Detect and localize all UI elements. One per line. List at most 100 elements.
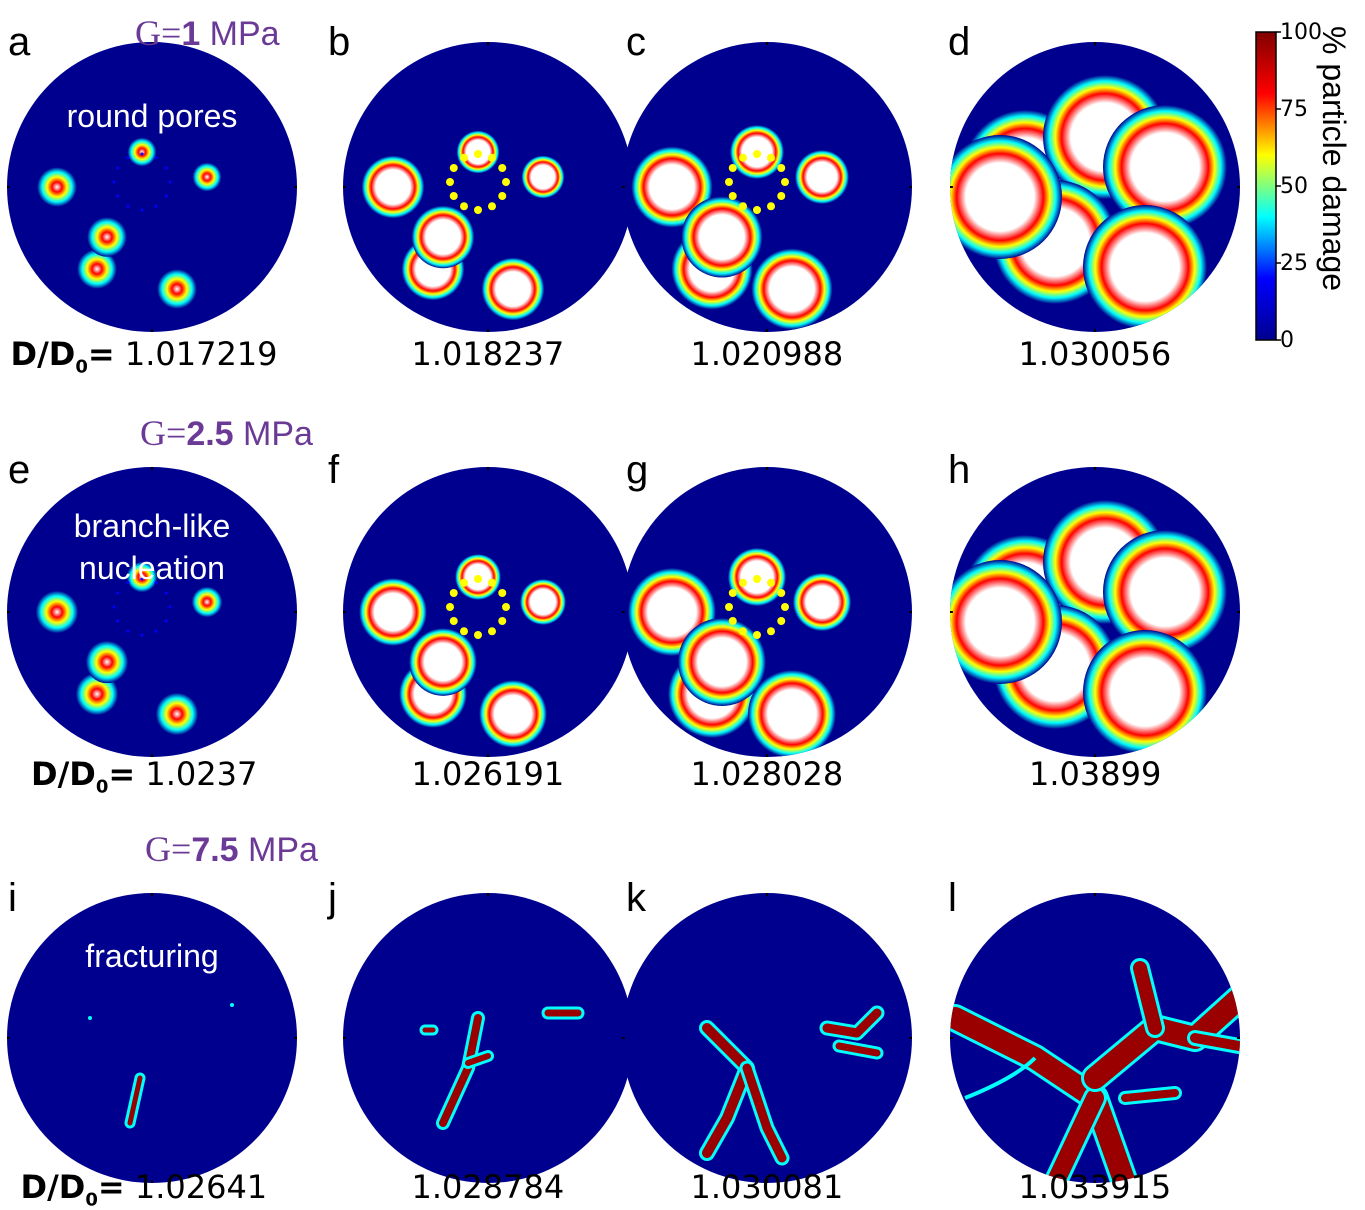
ratio-number: 1.018237 [411, 335, 565, 373]
pore-dot [140, 577, 144, 581]
ratio-label: D/D0= [20, 1168, 125, 1210]
damage-region [751, 248, 833, 330]
colorbar-title: % particle damage [1316, 26, 1352, 292]
panel-letter-b: b [328, 20, 351, 64]
ratio-value-j: 1.028784 [412, 1168, 565, 1206]
pore-dot [498, 164, 507, 172]
fracture-line [127, 1075, 143, 1126]
ratio-value-c: 1.020988 [691, 335, 844, 373]
damage-region [359, 578, 427, 646]
pore-dot [474, 575, 482, 583]
disc-f [343, 467, 633, 757]
ratio-number: 1.033915 [1018, 1168, 1172, 1206]
panel-letter-h: h [948, 448, 971, 492]
damage-region [748, 670, 836, 757]
pore-dot [498, 192, 507, 200]
pore-dot [474, 150, 482, 158]
ratio-number: 1.026191 [411, 755, 565, 793]
disc-i [7, 893, 297, 1183]
pore-dot [116, 166, 120, 170]
pore-dot [781, 178, 789, 186]
panel-letter-a: a [8, 20, 31, 64]
pore-dot [725, 603, 733, 611]
damage-region [85, 640, 129, 684]
damage-region [87, 217, 127, 257]
ratio-value-l: 1.033915 [1019, 1168, 1172, 1206]
pore-dot [164, 619, 168, 623]
g-unit: MPa [233, 415, 313, 453]
ratio-value-e: D/D0= 1.0237 [31, 755, 257, 797]
ratio-number: 1.020988 [690, 335, 844, 373]
g-title: G=7.5 MPa [145, 828, 318, 870]
ratio-label: D/D0= [10, 335, 115, 378]
panel-letter-i: i [8, 876, 17, 920]
pore-dot [502, 178, 510, 186]
damage-region [1103, 530, 1227, 654]
pore-dot [767, 202, 775, 211]
damage-region [411, 205, 475, 269]
panel-letter-j: j [328, 876, 337, 920]
pore-dot [739, 578, 747, 587]
pore-dot [739, 202, 747, 211]
disc-k [622, 893, 912, 1183]
damage-region [409, 628, 477, 696]
colorbar [1255, 31, 1277, 341]
pore-dot [449, 164, 458, 172]
pore-dot [739, 153, 747, 162]
ratio-value-g: 1.028028 [691, 755, 844, 793]
ratio-label: D/D0= [31, 755, 136, 798]
panel-letter-l: l [948, 876, 957, 920]
pore-dot [168, 605, 172, 609]
ratio-value-f: 1.026191 [412, 755, 565, 793]
g-symbol: G= [135, 13, 182, 53]
annotation-line: round pores [66, 98, 238, 134]
colorbar-tick-label: 75 [1280, 97, 1308, 122]
damage-region [681, 196, 763, 278]
damage-region [191, 586, 223, 618]
damage-region [361, 155, 425, 219]
pore-dot [767, 153, 775, 162]
ratio-value-b: 1.018237 [412, 335, 565, 373]
ratio-value-k: 1.030081 [691, 1168, 844, 1206]
g-value: 1 [181, 15, 201, 53]
damage-region [950, 135, 1062, 259]
pore-dot [164, 591, 168, 595]
g-title: G=1 MPa [135, 12, 280, 54]
disc-g [622, 467, 912, 757]
pore-dot [154, 581, 158, 585]
pore-dot [777, 192, 786, 200]
fracture-line [702, 1023, 752, 1158]
pore-dot [449, 192, 458, 200]
pore-dot [460, 627, 468, 636]
damage-region [37, 167, 77, 207]
fracture-line [1133, 961, 1162, 1035]
ratio-number: 1.017219 [124, 335, 278, 373]
panel-letter-d: d [948, 20, 971, 64]
pore-dot [753, 575, 761, 583]
damage-region [678, 618, 766, 706]
damage-region [157, 269, 197, 309]
pore-dot [154, 204, 158, 208]
pore-dot [126, 156, 130, 160]
pore-dot [753, 150, 761, 158]
ratio-number: 1.030081 [690, 1168, 844, 1206]
ratio-number: 1.02641 [134, 1168, 268, 1206]
fracture-line [465, 1053, 491, 1066]
ratio-value-d: 1.030056 [1019, 335, 1172, 373]
g-value: 7.5 [191, 831, 239, 869]
damage-region [1103, 105, 1227, 229]
disc-e [7, 467, 297, 757]
pore-dot [753, 631, 761, 639]
damage-region [792, 572, 852, 632]
pore-dot [446, 178, 454, 186]
pore-dot [116, 591, 120, 595]
pore-dot [488, 627, 496, 636]
disc-b [343, 42, 633, 332]
pore-dot [739, 627, 747, 636]
disc-a [7, 42, 297, 332]
pore-dot [112, 180, 116, 184]
fracture-line [835, 1042, 881, 1057]
pore-dot [498, 589, 507, 597]
pore-dot [164, 166, 168, 170]
